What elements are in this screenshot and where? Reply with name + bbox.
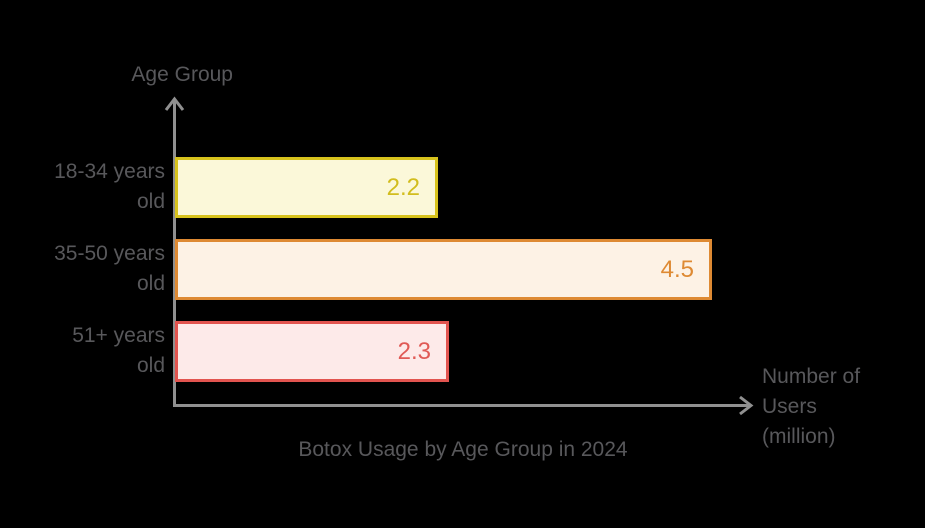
bar-value-18-34: 2.2 xyxy=(386,173,420,201)
category-label-18-34: 18-34 years old xyxy=(0,157,165,217)
y-axis-arrowhead xyxy=(164,96,185,111)
category-label-line: old xyxy=(136,354,165,377)
x-axis-title-line: Users xyxy=(762,395,817,418)
x-axis-title-line: Number of xyxy=(762,365,861,388)
bar-value-51-plus: 2.3 xyxy=(397,337,431,365)
x-axis-title: Number of Users (million) xyxy=(762,362,922,452)
x-axis-title-line: (million) xyxy=(762,425,836,448)
bar-18-34-years: 2.2 xyxy=(175,157,438,218)
category-label-line: 18-34 years xyxy=(54,160,165,183)
chart-title: Botox Usage by Age Group in 2024 xyxy=(298,438,628,461)
category-label-51-plus: 51+ years old xyxy=(0,321,165,381)
category-label-line: 51+ years xyxy=(72,324,165,347)
category-label-35-50: 35-50 years old xyxy=(0,239,165,299)
category-label-line: old xyxy=(136,190,165,213)
bar-51-plus-years: 2.3 xyxy=(175,321,449,382)
category-label-line: 35-50 years xyxy=(54,242,165,265)
bar-value-35-50: 4.5 xyxy=(660,255,694,283)
category-label-line: old xyxy=(136,272,165,295)
y-axis-title: Age Group xyxy=(131,63,233,86)
x-axis-arrowhead xyxy=(739,395,754,416)
bar-35-50-years: 4.5 xyxy=(175,239,712,300)
